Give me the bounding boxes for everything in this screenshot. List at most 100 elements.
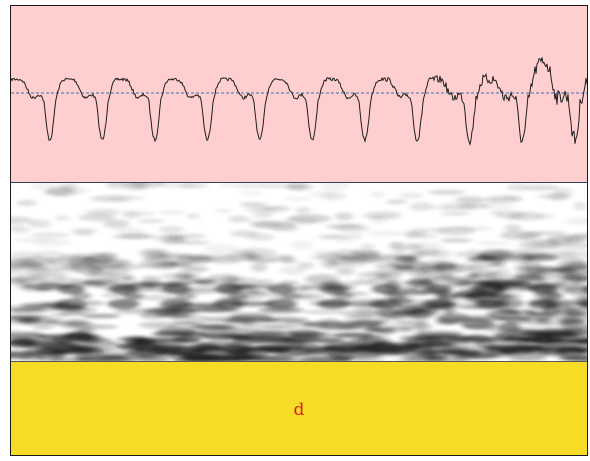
spectrogram-blob: [11, 216, 34, 224]
spectrogram-blob: [420, 227, 453, 233]
spectrogram-blob: [317, 281, 359, 288]
tier-interval-label[interactable]: d: [293, 400, 305, 420]
spectrogram-blob: [284, 341, 306, 348]
spectrogram-blob: [565, 217, 587, 226]
spectrogram-blob: [130, 295, 179, 300]
spectrogram-blob: [551, 267, 578, 273]
spectrogram-blob: [143, 255, 174, 261]
spectrogram-blob: [363, 211, 402, 220]
spectrogram-blob: [507, 183, 529, 191]
spectrogram-panel[interactable]: [11, 182, 587, 362]
spectrogram-blob: [258, 317, 308, 322]
spectrogram-blob: [229, 313, 273, 320]
spectrogram-blob: [45, 350, 67, 358]
spectrogram-blob: [476, 338, 497, 351]
spectrogram-blob: [524, 253, 558, 261]
spectrogram-blob: [265, 299, 297, 309]
spectrogram-blob: [452, 226, 493, 232]
spectrogram-blob: [161, 273, 196, 280]
spectrogram-blob: [336, 267, 355, 276]
spectrogram-blob: [475, 241, 513, 246]
spectrogram-blob: [394, 265, 417, 271]
spectrogram-blob: [21, 283, 75, 290]
spectrogram-blob: [367, 230, 406, 237]
spectrogram-blob: [302, 321, 345, 327]
spectrogram-blob: [527, 231, 568, 236]
spectrogram-blob: [213, 208, 233, 213]
spectrogram-blob: [18, 270, 42, 278]
spectrogram-blob: [521, 309, 537, 314]
spectrogram-blob: [59, 183, 78, 191]
spectrogram-blob: [398, 192, 423, 199]
spectrogram-blob: [552, 243, 587, 249]
spectrogram-blob: [11, 259, 26, 267]
spectrogram-blob: [535, 290, 561, 301]
spectrogram-blob: [262, 205, 290, 212]
spectrogram-blob: [51, 337, 112, 342]
spectrogram-blob: [71, 292, 91, 300]
spectrogram-blob: [74, 354, 129, 361]
spectrogram-blob: [559, 328, 586, 338]
spectrogram-blob: [390, 241, 403, 248]
spectrogram-blob: [44, 319, 92, 325]
spectrogram-blob: [440, 211, 470, 216]
spectrogram-blob: [222, 275, 238, 285]
spectrogram-blob: [153, 331, 206, 336]
spectrogram-blob: [372, 340, 392, 346]
spectrogram-blob: [385, 280, 402, 290]
spectrogram-blob: [257, 324, 297, 329]
spectrogram-blob: [239, 202, 268, 208]
spectrogram-blob: [19, 257, 48, 266]
spectrogram-plot: [11, 183, 587, 362]
spectrogram-blob: [112, 234, 151, 240]
spectrogram-blob: [297, 262, 315, 269]
spectrogram-blob: [138, 218, 164, 224]
spectrogram-blob: [78, 213, 116, 222]
spectrogram-blob: [412, 282, 438, 295]
spectrogram-blob: [176, 292, 196, 300]
spectrogram-energy: [11, 183, 587, 362]
spectrogram-blob: [129, 281, 157, 289]
spectrogram-blob: [62, 324, 118, 329]
spectrogram-blob: [238, 190, 264, 195]
spectrogram-blob: [374, 316, 403, 321]
spectrogram-blob: [489, 261, 505, 267]
spectrogram-blob: [335, 238, 354, 243]
spectrogram-blob: [145, 286, 195, 293]
annotation-tier[interactable]: d: [11, 361, 587, 455]
spectrogram-blob: [318, 234, 351, 240]
spectrogram-blob: [360, 243, 375, 250]
spectrogram-blob: [241, 323, 258, 327]
spectrogram-blob: [493, 331, 514, 342]
spectrogram-blob: [398, 304, 426, 314]
spectrogram-blob: [115, 227, 145, 236]
spectrogram-blob: [64, 282, 108, 286]
praat-editor-frame: d: [10, 5, 588, 456]
spectrogram-blob: [175, 240, 210, 245]
spectrogram-blob: [132, 183, 147, 188]
spectrogram-blob: [353, 279, 377, 285]
spectrogram-blob: [30, 232, 71, 238]
spectrogram-blob: [376, 308, 401, 318]
spectrogram-blob: [574, 346, 587, 354]
spectrogram-blob: [261, 294, 313, 298]
spectrogram-blob: [84, 278, 122, 284]
spectrogram-blob: [400, 286, 417, 293]
spectrogram-blob: [138, 337, 191, 344]
spectrogram-blob: [159, 209, 184, 215]
spectrogram-blob: [375, 263, 400, 270]
spectrogram-blob: [84, 271, 118, 279]
spectrogram-blob: [394, 255, 417, 262]
spectrogram-blob: [218, 326, 262, 332]
spectrogram-blob: [534, 283, 566, 287]
spectrogram-blob: [508, 354, 547, 362]
spectrogram-blob: [440, 237, 473, 243]
spectrogram-blob: [55, 215, 70, 221]
spectrogram-blob: [16, 199, 37, 207]
spectrogram-blob: [449, 277, 473, 288]
waveform-panel[interactable]: [11, 6, 587, 182]
spectrogram-blob: [27, 219, 51, 228]
spectrogram-blob: [375, 326, 396, 335]
spectrogram-blob: [75, 327, 95, 334]
spectrogram-blob: [11, 316, 39, 320]
